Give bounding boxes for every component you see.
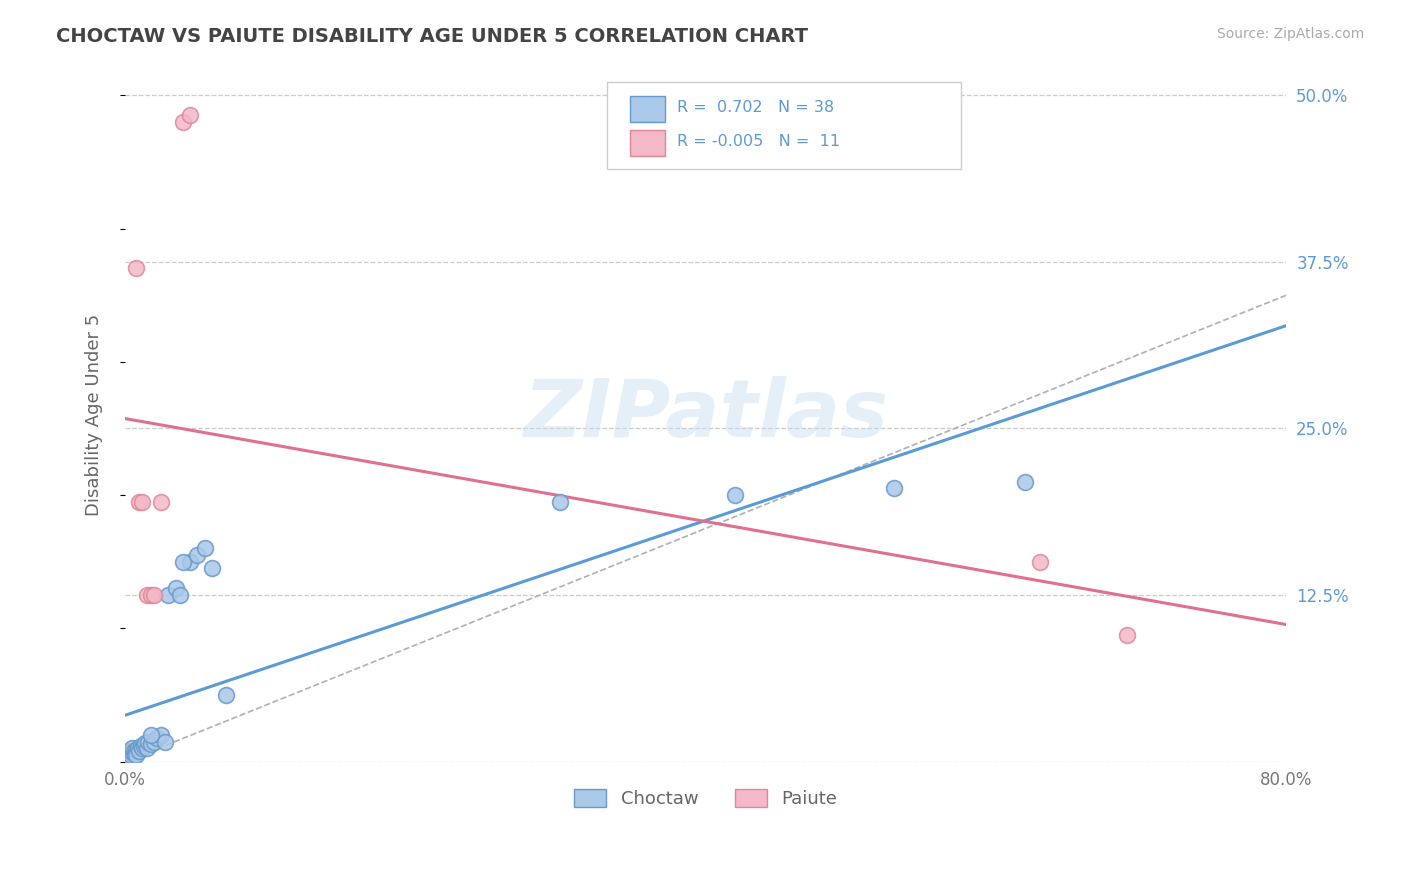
FancyBboxPatch shape [607,82,962,169]
Point [142,588,165,602]
Point [124,747,146,761]
Point [150,728,173,742]
Point [155,735,177,749]
Point [127,741,149,756]
Y-axis label: Disability Age Under 5: Disability Age Under 5 [86,314,103,516]
Point [883,482,905,496]
Point [215,688,238,702]
Bar [630,95,665,122]
Point [125,748,148,763]
Point [128,744,150,758]
Point [139,728,162,742]
Point [142,735,165,749]
Text: ZIPatlas: ZIPatlas [523,376,889,454]
Point [115,748,138,763]
Point [169,588,191,602]
Point [121,741,143,756]
Text: R = -0.005   N =  11: R = -0.005 N = 11 [676,134,839,149]
Point [194,541,217,556]
Point [139,738,162,752]
Point [132,739,155,753]
Point [121,746,143,760]
Point [201,561,224,575]
Point [186,548,208,562]
Point [129,739,152,753]
Point [135,741,157,756]
Bar [630,129,665,156]
Point [117,747,139,761]
Point [1028,555,1050,569]
Point [118,744,141,758]
Point [122,744,145,758]
Point [125,261,148,276]
Legend: Choctaw, Paiute: Choctaw, Paiute [567,781,845,815]
Point [179,108,201,122]
Point [131,495,153,509]
Point [136,735,159,749]
Point [550,495,572,509]
Text: R =  0.702   N = 38: R = 0.702 N = 38 [676,100,834,115]
Point [1115,628,1137,642]
Point [1014,475,1036,489]
Point [724,488,747,502]
Point [150,495,173,509]
Point [146,731,169,745]
Point [125,743,148,757]
Point [134,736,156,750]
Point [139,588,162,602]
Point [165,582,187,596]
Point [172,555,194,569]
Text: CHOCTAW VS PAIUTE DISABILITY AGE UNDER 5 CORRELATION CHART: CHOCTAW VS PAIUTE DISABILITY AGE UNDER 5… [56,27,808,45]
Point [172,115,194,129]
Point [157,588,180,602]
Point [135,588,157,602]
Point [120,748,142,763]
Point [131,741,153,756]
Point [118,749,141,764]
Point [128,495,150,509]
Point [179,555,201,569]
Text: Source: ZipAtlas.com: Source: ZipAtlas.com [1216,27,1364,41]
